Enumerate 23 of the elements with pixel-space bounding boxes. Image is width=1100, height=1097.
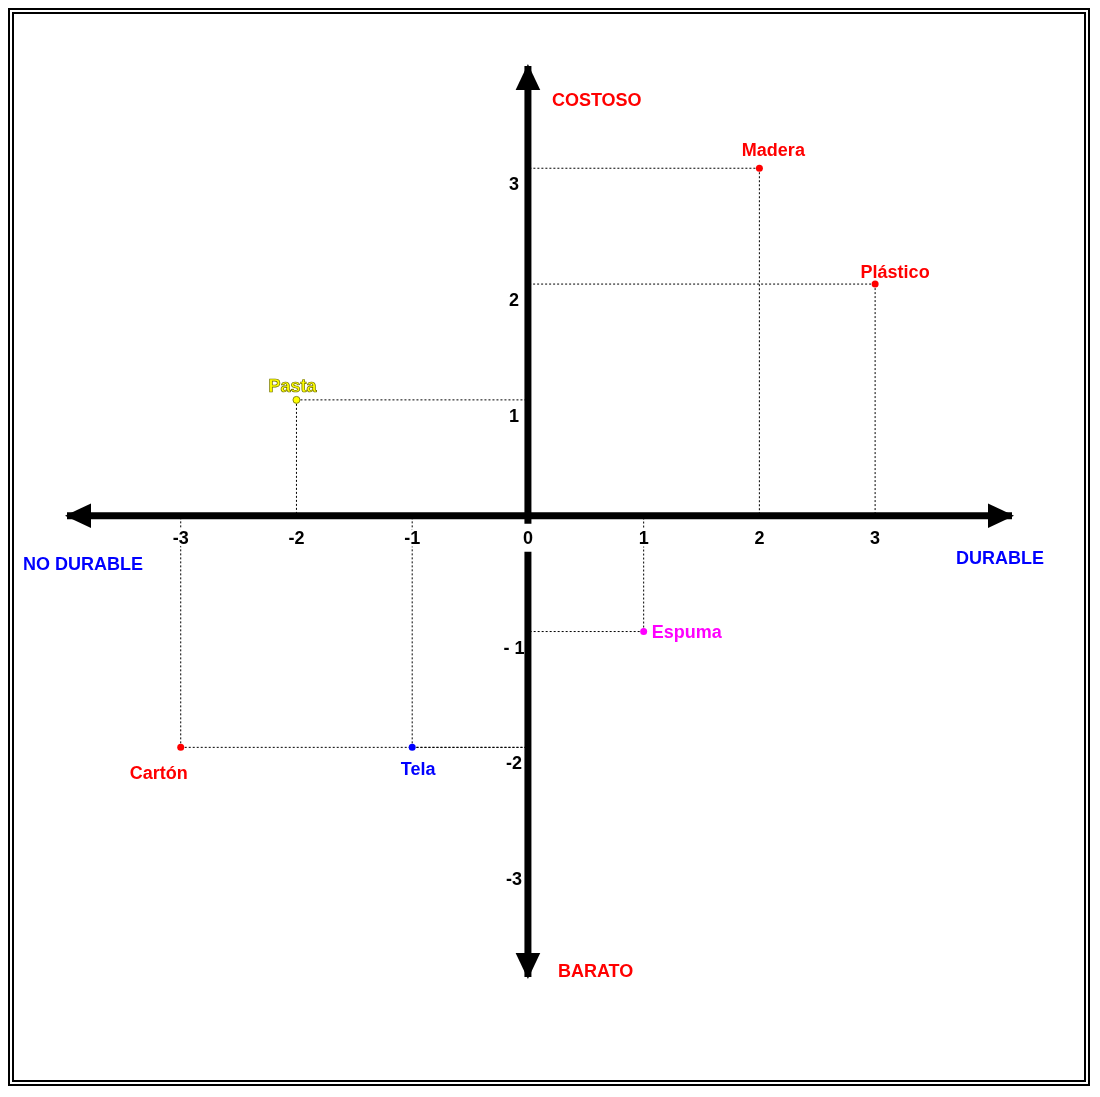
y-tick-label: -3 <box>505 869 522 890</box>
series-label: Espuma <box>651 621 723 642</box>
x-tick-label: -1 <box>404 527 421 548</box>
series-label: Cartón <box>129 763 188 784</box>
series-label: Pasta <box>268 375 318 396</box>
x-tick-label: 3 <box>870 527 881 548</box>
x-tick-label: 2 <box>754 527 765 548</box>
y-axis-title: COSTOSO <box>551 90 642 110</box>
y-tick-label: 3 <box>508 174 519 195</box>
x-tick-label: -3 <box>172 527 189 548</box>
series-label: Tela <box>400 759 437 780</box>
x-axis-title: DURABLE <box>956 547 1044 568</box>
annotation: NO DURABLE <box>23 553 143 574</box>
y-tick-label: 2 <box>508 290 519 311</box>
annotation: BARATO <box>557 961 634 981</box>
series-label: Madera <box>741 140 806 161</box>
y-tick-label: 1 <box>508 405 519 426</box>
y-tick-label: -2 <box>505 753 522 774</box>
x-tick-label: 1 <box>638 527 649 548</box>
x-tick-label: -2 <box>288 527 305 548</box>
x-tick-label: 0 <box>522 527 533 548</box>
y-tick-label: - 1 <box>503 637 525 658</box>
series-label: Plástico <box>860 262 930 283</box>
